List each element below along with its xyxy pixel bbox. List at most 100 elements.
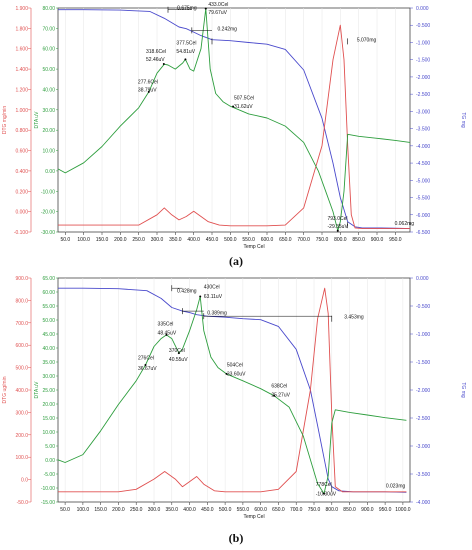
- dta-peak-marker: [273, 394, 276, 397]
- peak-annotation: 335Cel: [158, 321, 174, 327]
- x-tick-label: 50.0: [60, 237, 70, 243]
- dta-tick-label: 10.00: [42, 430, 55, 436]
- tg-tick-label: -2.500: [416, 92, 430, 98]
- tg-tick-label: -1.500: [416, 58, 430, 64]
- tg-tick-label: -2.000: [416, 75, 430, 81]
- plot-area: [57, 277, 411, 503]
- peak-annotation: 33.60uV: [227, 372, 246, 378]
- peak-annotation: 0.062mg: [395, 221, 415, 227]
- dta-tick-label: 35.00: [42, 360, 55, 366]
- tg-tick-label: 0.000: [416, 276, 429, 282]
- dta-tick-label: 70.00: [42, 26, 55, 32]
- dta-peak-marker: [177, 352, 180, 355]
- dtg-axis-label: DTG mg/min: [2, 106, 8, 135]
- tg-axis-label: TG mg: [460, 382, 466, 397]
- dtg-tick-label: 1.600: [15, 47, 28, 53]
- peak-annotation: 25.27uV: [271, 393, 290, 399]
- dta-tick-label: 60.00: [42, 290, 55, 296]
- dta-axis-label: DTA uV: [34, 111, 40, 129]
- dta-peak-marker: [232, 105, 235, 108]
- peak-annotation: 370Cel: [169, 348, 185, 354]
- x-tick-label: 400.0: [187, 237, 200, 243]
- x-tick-label: 750.0: [308, 507, 321, 513]
- tg-tick-label: -1.000: [416, 40, 430, 46]
- x-tick-label: 250.0: [130, 507, 143, 513]
- dta-tick-label: 45.00: [42, 332, 55, 338]
- peak-annotation: 778Cel: [316, 482, 332, 488]
- dtg-tick-label: 1.200: [15, 87, 28, 93]
- dta-tick-label: 30.00: [42, 374, 55, 380]
- dta-tick-label: 0.00: [45, 458, 55, 464]
- dtg-tick-label: 0.0: [21, 478, 28, 484]
- x-tick-label: 100.0: [77, 237, 90, 243]
- dta-tick-label: 15.00: [42, 416, 55, 422]
- peak-annotation: 79.67uV: [208, 10, 227, 16]
- dtg-tick-label: -50.0: [17, 500, 29, 506]
- dtg-tick-label: 0.000: [15, 210, 28, 216]
- dtg-curve: [58, 24, 410, 230]
- dta-peak-marker: [162, 63, 165, 65]
- peak-annotation: 54.81uV: [176, 49, 195, 55]
- x-tick-label: 150.0: [94, 507, 107, 513]
- peak-annotation: -29.35uV: [328, 224, 349, 230]
- caption-b: (b): [228, 531, 244, 545]
- x-tick-label: 1000.0: [395, 507, 411, 513]
- dtg-tick-label: -0.100: [14, 230, 28, 236]
- tg-tick-label: -3.000: [416, 444, 430, 450]
- peak-annotation: 0.389mg: [207, 311, 227, 317]
- peak-annotation: 3.453mg: [344, 315, 364, 321]
- peak-annotation: 318.6Cel: [146, 49, 166, 55]
- plot-area: [57, 7, 411, 233]
- dta-tick-label: -10.00: [41, 486, 55, 492]
- x-tick-label: 550.0: [242, 237, 255, 243]
- dta-peak-marker: [204, 7, 207, 10]
- dtg-curve: [58, 287, 407, 493]
- dta-peak-marker: [184, 58, 187, 61]
- tg-tick-label: -6.500: [416, 230, 430, 236]
- dta-peak-marker: [225, 372, 228, 375]
- tg-tick-label: 0.000: [416, 6, 429, 12]
- dta-axis-label: DTA uV: [34, 381, 40, 399]
- peak-annotation: 277.6Cel: [138, 79, 158, 85]
- tg-tick-label: -4.500: [416, 161, 430, 167]
- x-tick-label: 950.0: [379, 507, 392, 513]
- tg-tick-label: -5.500: [416, 196, 430, 202]
- x-tick-label: 950.0: [389, 237, 402, 243]
- peak-annotation: 36.67uV: [138, 366, 157, 372]
- peak-annotation: 793.0Cel: [328, 216, 348, 222]
- dta-tick-label: 40.00: [42, 87, 55, 93]
- peak-annotation: 40.55uV: [169, 357, 188, 363]
- dta-peak-marker: [336, 229, 339, 232]
- x-tick-label: 300.0: [151, 237, 164, 243]
- chart-panel-a: 50.0 100.0 150.0 200.0 250.0 300.0 350.0 400.0 4…: [0, 0, 472, 252]
- x-tick-label: 500.0: [224, 237, 237, 243]
- x-tick-label: 550.0: [237, 507, 250, 513]
- x-tick-label: 650.0: [279, 237, 292, 243]
- dta-peak-marker: [322, 492, 325, 495]
- x-tick-label: 700.0: [290, 507, 303, 513]
- dta-tick-label: -5.00: [44, 472, 56, 478]
- peak-annotation: 52.46uV: [146, 57, 165, 63]
- tg-curve: [58, 9, 411, 230]
- caption-a: (a): [229, 254, 243, 268]
- tg-tick-label: -1.500: [416, 360, 430, 366]
- dta-tick-label: -30.00: [41, 230, 55, 236]
- tg-tick-label: -2.500: [416, 416, 430, 422]
- dta-peak-marker: [144, 363, 147, 366]
- dta-tick-label: 50.00: [42, 67, 55, 73]
- dta-tick-label: 25.00: [42, 388, 55, 394]
- x-tick-label: 500.0: [219, 507, 232, 513]
- x-tick-label: 850.0: [352, 237, 365, 243]
- dta-tick-label: -10.00: [41, 189, 55, 195]
- peak-annotation: 433.0Cel: [208, 2, 228, 8]
- tg-tick-label: -5.000: [416, 178, 430, 184]
- tg-tick-label: -4.000: [416, 144, 430, 150]
- peak-annotation: 0.023mg: [386, 484, 406, 490]
- x-tick-label: 200.0: [114, 237, 127, 243]
- peak-annotation: 0.242mg: [218, 26, 238, 32]
- peak-annotation: 430Cel: [204, 285, 220, 291]
- x-tick-label: 450.0: [206, 237, 219, 243]
- dta-peak-marker: [147, 90, 150, 93]
- x-axis-label: Temp Cel: [243, 514, 264, 520]
- dtg-tick-label: 800.0: [15, 298, 28, 304]
